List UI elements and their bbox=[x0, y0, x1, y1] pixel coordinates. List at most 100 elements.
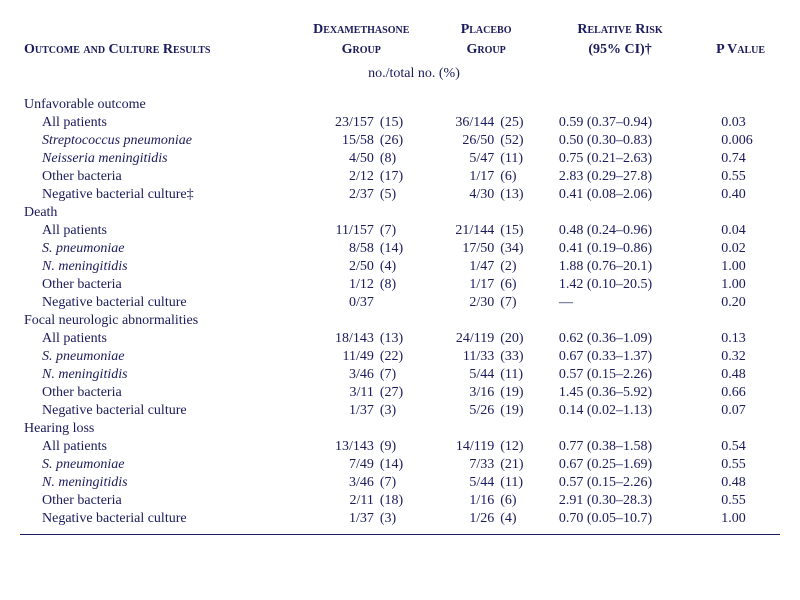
row-label: Other bacteria bbox=[20, 276, 289, 294]
pla-value: 24/119 bbox=[433, 330, 498, 348]
relative-risk: 1.88 (0.76–20.1) bbox=[539, 258, 701, 276]
pla-pct: (11) bbox=[498, 474, 539, 492]
dex-pct: (18) bbox=[378, 492, 434, 510]
section-title: Unfavorable outcome bbox=[20, 96, 780, 114]
header-rr-top: Relative Risk bbox=[539, 20, 701, 40]
relative-risk: 0.75 (0.21–2.63) bbox=[539, 150, 701, 168]
p-value: 1.00 bbox=[701, 276, 780, 294]
pla-value: 3/16 bbox=[433, 384, 498, 402]
dex-value: 11/157 bbox=[289, 222, 378, 240]
dex-pct: (3) bbox=[378, 402, 434, 420]
dex-value: 1/37 bbox=[289, 510, 378, 528]
dex-value: 3/46 bbox=[289, 366, 378, 384]
dex-pct: (14) bbox=[378, 456, 434, 474]
row-label: Neisseria meningitidis bbox=[20, 150, 289, 168]
relative-risk: 0.77 (0.38–1.58) bbox=[539, 438, 701, 456]
header-dex-top: Dexamethasone bbox=[289, 20, 433, 40]
relative-risk: 0.41 (0.08–2.06) bbox=[539, 186, 701, 204]
table-row: S. pneumoniae8/58(14)17/50(34)0.41 (0.19… bbox=[20, 240, 780, 258]
relative-risk: 0.62 (0.36–1.09) bbox=[539, 330, 701, 348]
dex-value: 18/143 bbox=[289, 330, 378, 348]
dex-pct: (4) bbox=[378, 258, 434, 276]
relative-risk: 1.42 (0.10–20.5) bbox=[539, 276, 701, 294]
p-value: 0.02 bbox=[701, 240, 780, 258]
pla-value: 2/30 bbox=[433, 294, 498, 312]
table-row: Other bacteria2/12(17)1/17(6)2.83 (0.29–… bbox=[20, 168, 780, 186]
pla-value: 5/44 bbox=[433, 474, 498, 492]
relative-risk: 0.67 (0.33–1.37) bbox=[539, 348, 701, 366]
p-value: 0.55 bbox=[701, 456, 780, 474]
results-table: Outcome and Culture Results Dexamethason… bbox=[20, 20, 780, 535]
pla-value: 1/47 bbox=[433, 258, 498, 276]
pla-pct: (6) bbox=[498, 168, 539, 186]
dex-value: 1/37 bbox=[289, 402, 378, 420]
pla-value: 7/33 bbox=[433, 456, 498, 474]
pla-pct: (4) bbox=[498, 510, 539, 528]
p-value: 0.74 bbox=[701, 150, 780, 168]
pla-pct: (6) bbox=[498, 276, 539, 294]
p-value: 0.32 bbox=[701, 348, 780, 366]
pla-value: 1/16 bbox=[433, 492, 498, 510]
pla-pct: (7) bbox=[498, 294, 539, 312]
section-title: Hearing loss bbox=[20, 420, 780, 438]
pla-pct: (2) bbox=[498, 258, 539, 276]
table-row: Other bacteria3/11(27)3/16(19)1.45 (0.36… bbox=[20, 384, 780, 402]
dex-value: 11/49 bbox=[289, 348, 378, 366]
row-label: S. pneumoniae bbox=[20, 456, 289, 474]
table-row: Negative bacterial culture0/372/30(7)—0.… bbox=[20, 294, 780, 312]
p-value: 0.13 bbox=[701, 330, 780, 348]
header-dex-bot: Group bbox=[289, 40, 433, 60]
subhead: no./total no. (%) bbox=[289, 60, 539, 96]
p-value: 1.00 bbox=[701, 510, 780, 528]
pla-value: 5/44 bbox=[433, 366, 498, 384]
table-row: All patients11/157(7)21/144(15)0.48 (0.2… bbox=[20, 222, 780, 240]
header-pla-top: Placebo bbox=[433, 20, 538, 40]
dex-pct: (3) bbox=[378, 510, 434, 528]
pla-pct: (20) bbox=[498, 330, 539, 348]
table-row: Negative bacterial culture‡2/37(5)4/30(1… bbox=[20, 186, 780, 204]
dex-value: 2/37 bbox=[289, 186, 378, 204]
pla-pct: (52) bbox=[498, 132, 539, 150]
pla-pct: (11) bbox=[498, 150, 539, 168]
dex-pct bbox=[378, 294, 434, 312]
pla-value: 14/119 bbox=[433, 438, 498, 456]
table-row: All patients23/157(15)36/144(25)0.59 (0.… bbox=[20, 114, 780, 132]
dex-pct: (5) bbox=[378, 186, 434, 204]
dex-pct: (8) bbox=[378, 150, 434, 168]
dex-pct: (27) bbox=[378, 384, 434, 402]
row-label: N. meningitidis bbox=[20, 258, 289, 276]
row-label: Negative bacterial culture bbox=[20, 402, 289, 420]
header-row: Outcome and Culture Results Dexamethason… bbox=[20, 20, 780, 40]
relative-risk: 0.57 (0.15–2.26) bbox=[539, 474, 701, 492]
pla-pct: (21) bbox=[498, 456, 539, 474]
dex-pct: (15) bbox=[378, 114, 434, 132]
dex-pct: (8) bbox=[378, 276, 434, 294]
section-row: Death bbox=[20, 204, 780, 222]
relative-risk: 0.67 (0.25–1.69) bbox=[539, 456, 701, 474]
row-label: All patients bbox=[20, 438, 289, 456]
table-row: N. meningitidis3/46(7)5/44(11)0.57 (0.15… bbox=[20, 366, 780, 384]
header-outcome: Outcome and Culture Results bbox=[20, 20, 289, 60]
row-label: All patients bbox=[20, 330, 289, 348]
pla-pct: (11) bbox=[498, 366, 539, 384]
header-pla-bot: Group bbox=[433, 40, 538, 60]
dex-value: 2/50 bbox=[289, 258, 378, 276]
pla-value: 4/30 bbox=[433, 186, 498, 204]
row-label: S. pneumoniae bbox=[20, 240, 289, 258]
table-row: S. pneumoniae7/49(14)7/33(21)0.67 (0.25–… bbox=[20, 456, 780, 474]
row-label: Other bacteria bbox=[20, 168, 289, 186]
table-row: Neisseria meningitidis4/50(8)5/47(11)0.7… bbox=[20, 150, 780, 168]
header-rr-bot: (95% CI)† bbox=[539, 40, 701, 60]
table-row: All patients13/143(9)14/119(12)0.77 (0.3… bbox=[20, 438, 780, 456]
relative-risk: 0.70 (0.05–10.7) bbox=[539, 510, 701, 528]
row-label: N. meningitidis bbox=[20, 474, 289, 492]
dex-value: 2/12 bbox=[289, 168, 378, 186]
p-value: 0.04 bbox=[701, 222, 780, 240]
pla-value: 26/50 bbox=[433, 132, 498, 150]
row-label: Other bacteria bbox=[20, 492, 289, 510]
relative-risk: 2.83 (0.29–27.8) bbox=[539, 168, 701, 186]
dex-value: 1/12 bbox=[289, 276, 378, 294]
pla-pct: (25) bbox=[498, 114, 539, 132]
relative-risk: 0.57 (0.15–2.26) bbox=[539, 366, 701, 384]
p-value: 0.48 bbox=[701, 366, 780, 384]
